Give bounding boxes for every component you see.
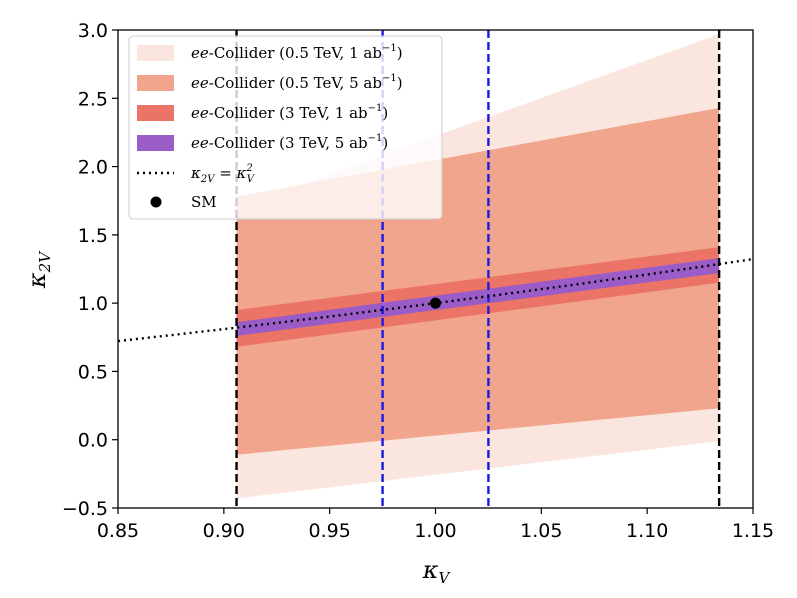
y-tick-label: 0.0 [78,430,108,452]
y-tick-label: 0.5 [78,361,108,383]
legend-box [128,35,443,220]
y-tick-label: 3.0 [78,20,108,42]
y-axis-ticks: −0.5 0.0 0.5 1.0 1.5 2.0 2.5 3.0 [62,20,118,520]
legend-sm-marker [150,196,162,208]
y-axis-label: κ2V [23,250,54,289]
sm-point [430,297,441,309]
legend-swatch-4 [137,135,174,151]
legend-label-1: ee-Collider (0.5 TeV, 1 ab−1) [191,43,403,62]
legend-swatch-3 [137,105,174,121]
legend-ref-lhs-sub: 2V [200,174,216,185]
y-tick-label: 1.0 [78,293,108,315]
legend-reference-label: κ2V = κ2 V [190,163,256,185]
legend-sm-label: SM [191,193,217,211]
legend-ref-eq: = κ [214,164,246,182]
legend-ref-rhs-sub: V [247,174,256,185]
legend-swatch-1 [137,45,174,61]
x-tick-label: 1.10 [626,520,668,542]
legend-label-2: ee-Collider (0.5 TeV, 5 ab−1) [191,73,403,92]
x-tick-label: 0.95 [309,520,351,542]
x-tick-label: 0.85 [97,520,139,542]
y-axis-label-subscript: 2V [36,250,54,274]
legend-swatch-2 [137,75,174,91]
x-tick-label: 1.15 [732,520,774,542]
x-axis-label: κV [422,556,452,587]
x-tick-label: 0.90 [203,520,245,542]
legend-ref-rhs-sup: 2 [245,163,252,174]
x-tick-label: 1.05 [520,520,562,542]
y-axis-label-symbol: κ [23,272,51,289]
legend-label-4: ee-Collider (3 TeV, 5 ab−1) [191,133,388,152]
y-tick-label: −0.5 [62,498,108,520]
legend-label-3: ee-Collider (3 TeV, 1 ab−1) [191,103,388,122]
band-4-ee-collider-3-tev-5-ab [236,258,720,336]
y-tick-label: 2.0 [78,157,108,179]
legend-band-entries: ee-Collider (0.5 TeV, 1 ab−1) ee-Collider… [137,43,403,152]
x-axis-label-subscript: V [438,569,451,587]
legend: ee-Collider (0.5 TeV, 1 ab−1) ee-Collider… [128,35,443,220]
x-axis-ticks: 0.85 0.90 0.95 1.00 1.05 1.10 1.15 [97,508,774,542]
legend-ref-lhs: κ [190,164,201,182]
x-axis-label-symbol: κ [422,556,439,584]
x-tick-label: 1.00 [414,520,456,542]
y-tick-label: 1.5 [78,225,108,247]
y-tick-label: 2.5 [78,88,108,110]
